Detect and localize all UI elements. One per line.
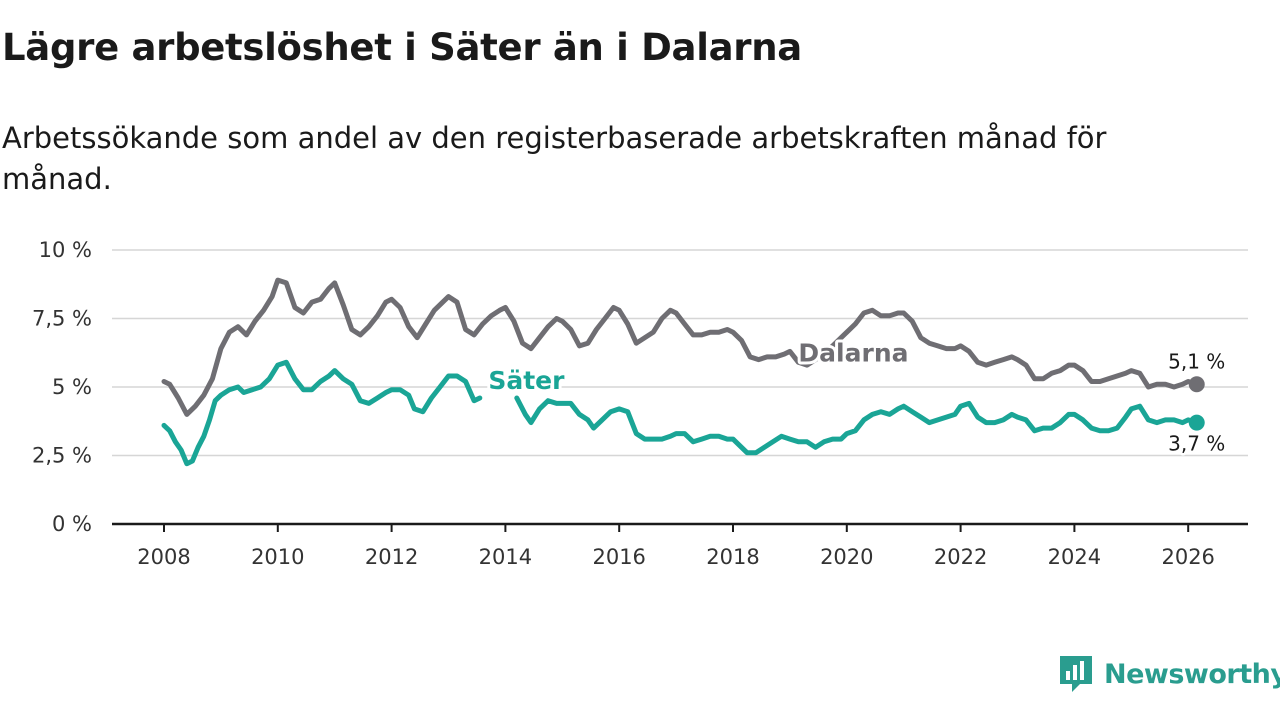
y-axis-labels: 0 % 2,5 % 5 % 7,5 % 10 % <box>32 238 92 536</box>
y-tick-label: 0 % <box>52 512 92 536</box>
x-tick-label: 2026 <box>1161 545 1214 569</box>
series-line-sater <box>514 395 1200 456</box>
newsworthy-logo-icon <box>1060 656 1092 692</box>
end-point-dalarna <box>1188 376 1205 393</box>
end-point-sater <box>1188 414 1205 431</box>
end-value-label-dalarna: 5,1 % <box>1168 349 1225 373</box>
y-tick-label: 2,5 % <box>32 444 92 468</box>
end-value-label-sater: 3,7 % <box>1168 432 1225 456</box>
y-tick-label: 10 % <box>39 238 92 262</box>
x-tick-label: 2016 <box>592 545 645 569</box>
x-tick-label: 2014 <box>479 545 532 569</box>
x-axis <box>112 522 1248 532</box>
series-label-dalarna: Dalarna <box>798 338 908 367</box>
x-tick-label: 2024 <box>1048 545 1101 569</box>
y-tick-label: 5 % <box>52 375 92 399</box>
newsworthy-brand[interactable]: Newsworthy <box>1058 652 1280 696</box>
series-annotations: Dalarna Säter 5,1 % 3,7 % <box>485 335 1227 458</box>
x-tick-label: 2022 <box>934 545 987 569</box>
chart-subtitle: Arbetssökande som andel av den registerb… <box>2 121 1107 196</box>
chart-title: Lägre arbetslöshet i Säter än i Dalarna <box>2 26 802 69</box>
series-lines <box>161 277 1200 467</box>
x-tick-label: 2020 <box>820 545 873 569</box>
series-line-sater <box>161 359 483 467</box>
y-tick-label: 7,5 % <box>32 307 92 331</box>
x-tick-label: 2018 <box>706 545 759 569</box>
x-axis-labels: 2008 2010 2012 2014 2016 2018 2020 2022 2024 2026 <box>137 545 1215 569</box>
x-tick-label: 2010 <box>251 545 304 569</box>
x-tick-label: 2012 <box>365 545 418 569</box>
series-label-sater: Säter <box>488 366 565 395</box>
brand-name: Newsworthy <box>1104 658 1280 690</box>
series-line-dalarna <box>161 277 1200 417</box>
x-tick-label: 2008 <box>137 545 190 569</box>
